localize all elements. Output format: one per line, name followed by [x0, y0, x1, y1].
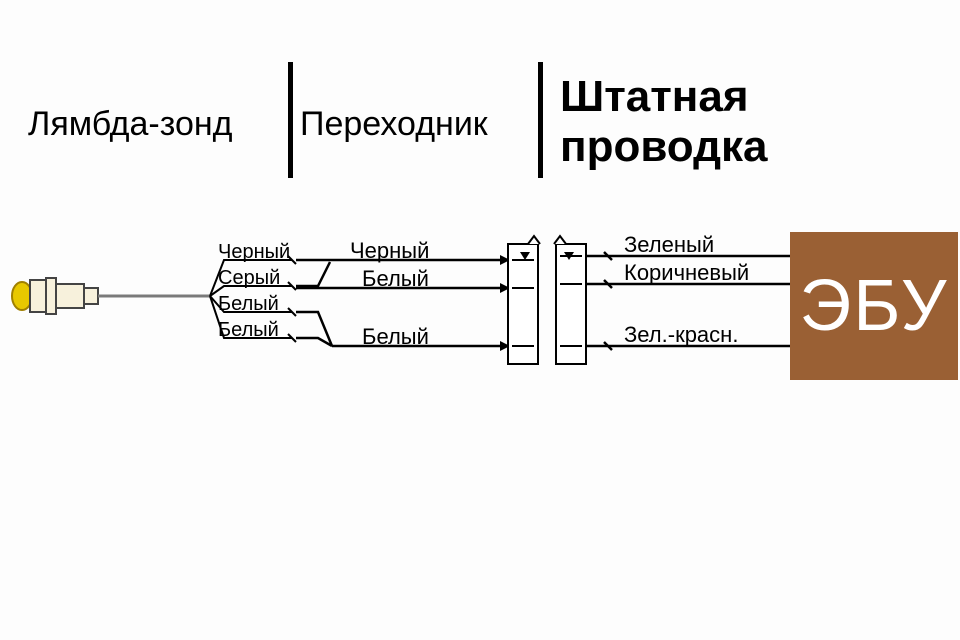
wire-left-1: Черный — [218, 241, 290, 264]
wire-mid-3: Белый — [362, 324, 429, 350]
connector-left-half — [508, 236, 540, 364]
ecu-label: ЭБУ — [799, 265, 948, 347]
wire-right-2: Коричневый — [624, 260, 749, 286]
wire-right-1: Зеленый — [624, 232, 714, 258]
diagram-canvas: Лямбда-зонд Переходник Штатная проводка — [0, 0, 960, 640]
ecu-block: ЭБУ — [790, 232, 958, 380]
wire-mid-1: Черный — [350, 238, 429, 264]
wire-left-2: Серый — [218, 267, 280, 290]
wire-mid-2: Белый — [362, 266, 429, 292]
wire-left-4: Белый — [218, 319, 279, 342]
wire-left-3: Белый — [218, 293, 279, 316]
lambda-sensor-icon — [12, 278, 210, 314]
connector-right-half — [554, 236, 586, 364]
wire-right-3: Зел.-красн. — [624, 322, 738, 348]
